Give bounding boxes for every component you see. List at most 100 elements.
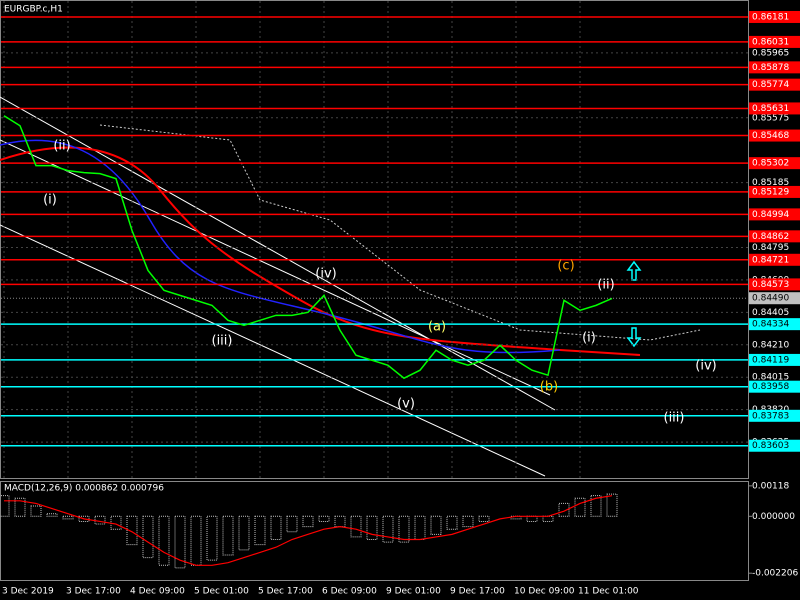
wave-label: (v) (397, 397, 415, 412)
wave-label: (iv) (315, 267, 336, 282)
moving-average (0, 139, 561, 354)
y-tick-label: 0.84405 (752, 308, 789, 318)
histogram-bar (30, 505, 42, 517)
level-label-box (749, 208, 800, 221)
histogram-bar (142, 515, 154, 559)
wave-label: (b) (540, 380, 558, 395)
histogram-bar (62, 515, 74, 520)
level-label: 0.83783 (752, 411, 789, 421)
histogram-bar (94, 515, 106, 525)
level-label-box (749, 380, 800, 393)
histogram-bar (334, 515, 346, 528)
chart-title: EURGBP.c,H1 (4, 5, 63, 15)
level-label-box (749, 185, 800, 198)
level-label: 0.86181 (752, 12, 789, 22)
level-label-box (749, 129, 800, 142)
histogram-bar (366, 515, 378, 541)
histogram-bar (174, 515, 186, 569)
level-label-box (749, 253, 800, 266)
level-label: 0.85878 (752, 63, 789, 73)
level-label: 0.83958 (752, 382, 789, 392)
histogram-bar (302, 515, 314, 528)
histogram-bar (206, 515, 218, 561)
histogram-bar (462, 515, 474, 528)
level-label-box (749, 102, 800, 115)
current-price-label: 0.84490 (752, 294, 789, 304)
level-label: 0.84334 (752, 320, 789, 330)
y-tick-label: -0.002206 (752, 569, 798, 579)
wave-label: (c) (557, 259, 574, 274)
y-tick-label: 0.00118 (752, 481, 789, 491)
histogram-bar (110, 515, 122, 530)
histogram-bar (254, 515, 266, 546)
x-tick-label: 5 Dec 17:00 (258, 587, 313, 597)
y-tick-label: 0.85185 (752, 178, 789, 188)
x-tick-label: 6 Dec 09:00 (322, 587, 377, 597)
level-label: 0.85774 (752, 80, 789, 90)
price-line (3, 115, 613, 380)
level-label: 0.85302 (752, 159, 789, 169)
histogram-bar (14, 497, 26, 517)
level-label-box (749, 409, 800, 422)
wave-label: (a) (428, 320, 446, 335)
level-label-box (749, 318, 800, 331)
histogram-bar (238, 515, 250, 551)
histogram-bar (590, 495, 602, 517)
macd-frame (0, 481, 749, 581)
arrow-up (626, 260, 642, 281)
histogram-bar (430, 515, 442, 535)
y-tick-label: 0.85965 (752, 48, 789, 58)
histogram-bar (126, 515, 138, 546)
main-frame (0, 0, 749, 479)
wave-label: (ii) (597, 278, 614, 293)
moving-average (0, 146, 641, 356)
x-tick-label: 3 Dec 2019 (2, 587, 54, 597)
macd-title: MACD(12,26,9) 0.000862 0.000796 (4, 484, 164, 494)
histogram-bar (478, 515, 490, 522)
level-label: 0.85468 (752, 131, 789, 141)
level-label: 0.83603 (752, 441, 789, 451)
y-tick-label: 0.84015 (752, 373, 789, 383)
x-tick-label: 9 Dec 01:00 (386, 587, 441, 597)
x-tick-label: 11 Dec 01:00 (578, 587, 639, 597)
level-label: 0.84862 (752, 232, 789, 242)
level-label: 0.84573 (752, 280, 789, 290)
y-tick-label: 0.84210 (752, 340, 789, 350)
histogram-bar (350, 515, 362, 538)
level-label: 0.84994 (752, 210, 789, 220)
x-tick-label: 4 Dec 09:00 (130, 587, 185, 597)
wave-label: (iii) (664, 411, 685, 426)
histogram-bar (286, 515, 298, 533)
x-tick-label: 5 Dec 01:00 (194, 587, 249, 597)
histogram-bar (606, 493, 618, 517)
level-label: 0.84119 (752, 355, 789, 365)
wave-label: (ii) (53, 139, 70, 154)
channel-line (0, 224, 546, 477)
histogram-bar (46, 513, 58, 517)
histogram-bar (318, 515, 330, 522)
histogram-bar (574, 497, 586, 517)
level-label: 0.85631 (752, 104, 789, 114)
signal-line (4, 495, 613, 566)
level-label-box (749, 278, 800, 291)
y-tick-label: 0.000000 (752, 512, 795, 522)
histogram-bar (446, 515, 458, 530)
level-label-box (749, 78, 800, 91)
arrow-down (626, 327, 642, 348)
histogram-bar (222, 515, 234, 556)
level-label-box (749, 35, 800, 48)
y-tick-label: 0.84795 (752, 243, 789, 253)
histogram-bar (78, 515, 90, 522)
level-label: 0.85129 (752, 187, 789, 197)
level-label-box (749, 439, 800, 452)
level-label: 0.86031 (752, 37, 789, 47)
wave-label: (iii) (212, 334, 233, 349)
level-label-box (749, 61, 800, 74)
level-label-box (749, 230, 800, 243)
wave-label: (i) (43, 193, 57, 208)
wave-label: (iv) (695, 359, 716, 374)
histogram-bar (558, 502, 570, 517)
histogram-bar (270, 515, 282, 541)
